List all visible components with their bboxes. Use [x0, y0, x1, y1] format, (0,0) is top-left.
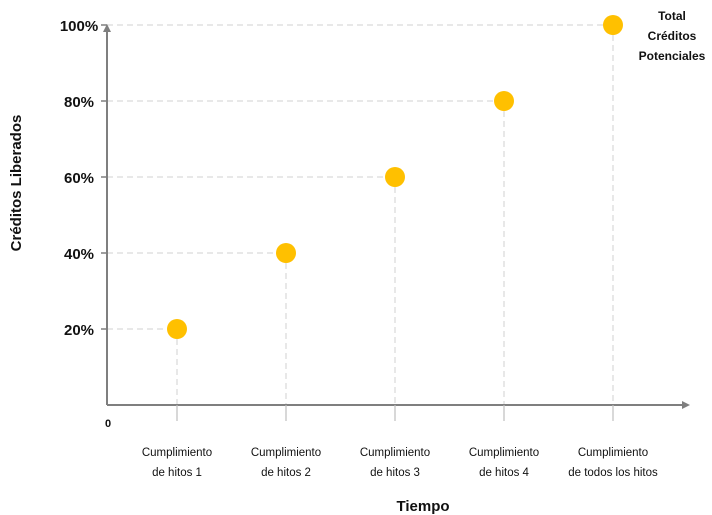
data-point — [494, 91, 514, 111]
data-point — [385, 167, 405, 187]
y-tick-label: 80% — [64, 94, 94, 111]
y-tick-marks — [101, 24, 107, 330]
y-tick-label: 60% — [64, 170, 94, 187]
y-tick-labels: 20% 40% 60% 80% 100% — [60, 18, 98, 339]
data-point — [276, 243, 296, 263]
x-tick-marks — [176, 405, 614, 421]
x-axis-title: Tiempo — [396, 498, 449, 515]
y-axis-title: Créditos Liberados — [8, 115, 25, 252]
total-credits-annotation: Total Créditos Potenciales — [639, 9, 706, 63]
y-tick-label: 40% — [64, 246, 94, 263]
x-tick-label: Cumplimiento de hitos 1 — [142, 447, 212, 479]
x-tick-label: Cumplimiento de hitos 2 — [251, 447, 321, 479]
y-tick-label: 100% — [60, 18, 98, 35]
data-points — [167, 15, 623, 339]
data-point — [167, 319, 187, 339]
x-tick-label: Cumplimiento de todos los hitos — [568, 447, 658, 479]
x-tick-label: Cumplimiento de hitos 3 — [360, 447, 430, 479]
x-tick-label: Cumplimiento de hitos 4 — [469, 447, 539, 479]
x-tick-labels: Cumplimiento de hitos 1 Cumplimiento de hit… — [142, 447, 658, 479]
data-point — [603, 15, 623, 35]
y-tick-label: 20% — [64, 322, 94, 339]
guide-lines — [107, 24, 614, 405]
origin-label: 0 — [105, 418, 111, 430]
